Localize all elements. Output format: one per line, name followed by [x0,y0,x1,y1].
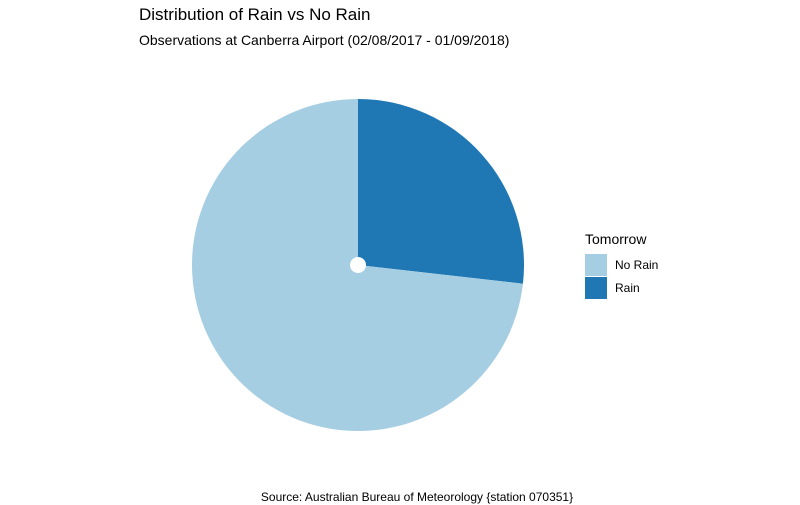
legend-swatch-rain [585,276,607,299]
legend-label-rain: Rain [615,280,640,295]
chart-caption: Source: Australian Bureau of Meteorology… [260,490,574,504]
legend-item-no-rain: No Rain [585,253,658,276]
legend-title: Tomorrow [585,231,647,247]
chart-subtitle: Observations at Canberra Airport (02/08/… [139,32,510,48]
pie-center-dot [350,257,366,273]
legend: Tomorrow No Rain Rain [585,231,658,299]
legend-item-rain: Rain [585,276,658,299]
legend-swatch-no-rain [585,253,607,276]
legend-label-no-rain: No Rain [615,257,659,272]
pie-slice-rain [358,99,524,284]
chart-title: Distribution of Rain vs No Rain [139,5,371,24]
